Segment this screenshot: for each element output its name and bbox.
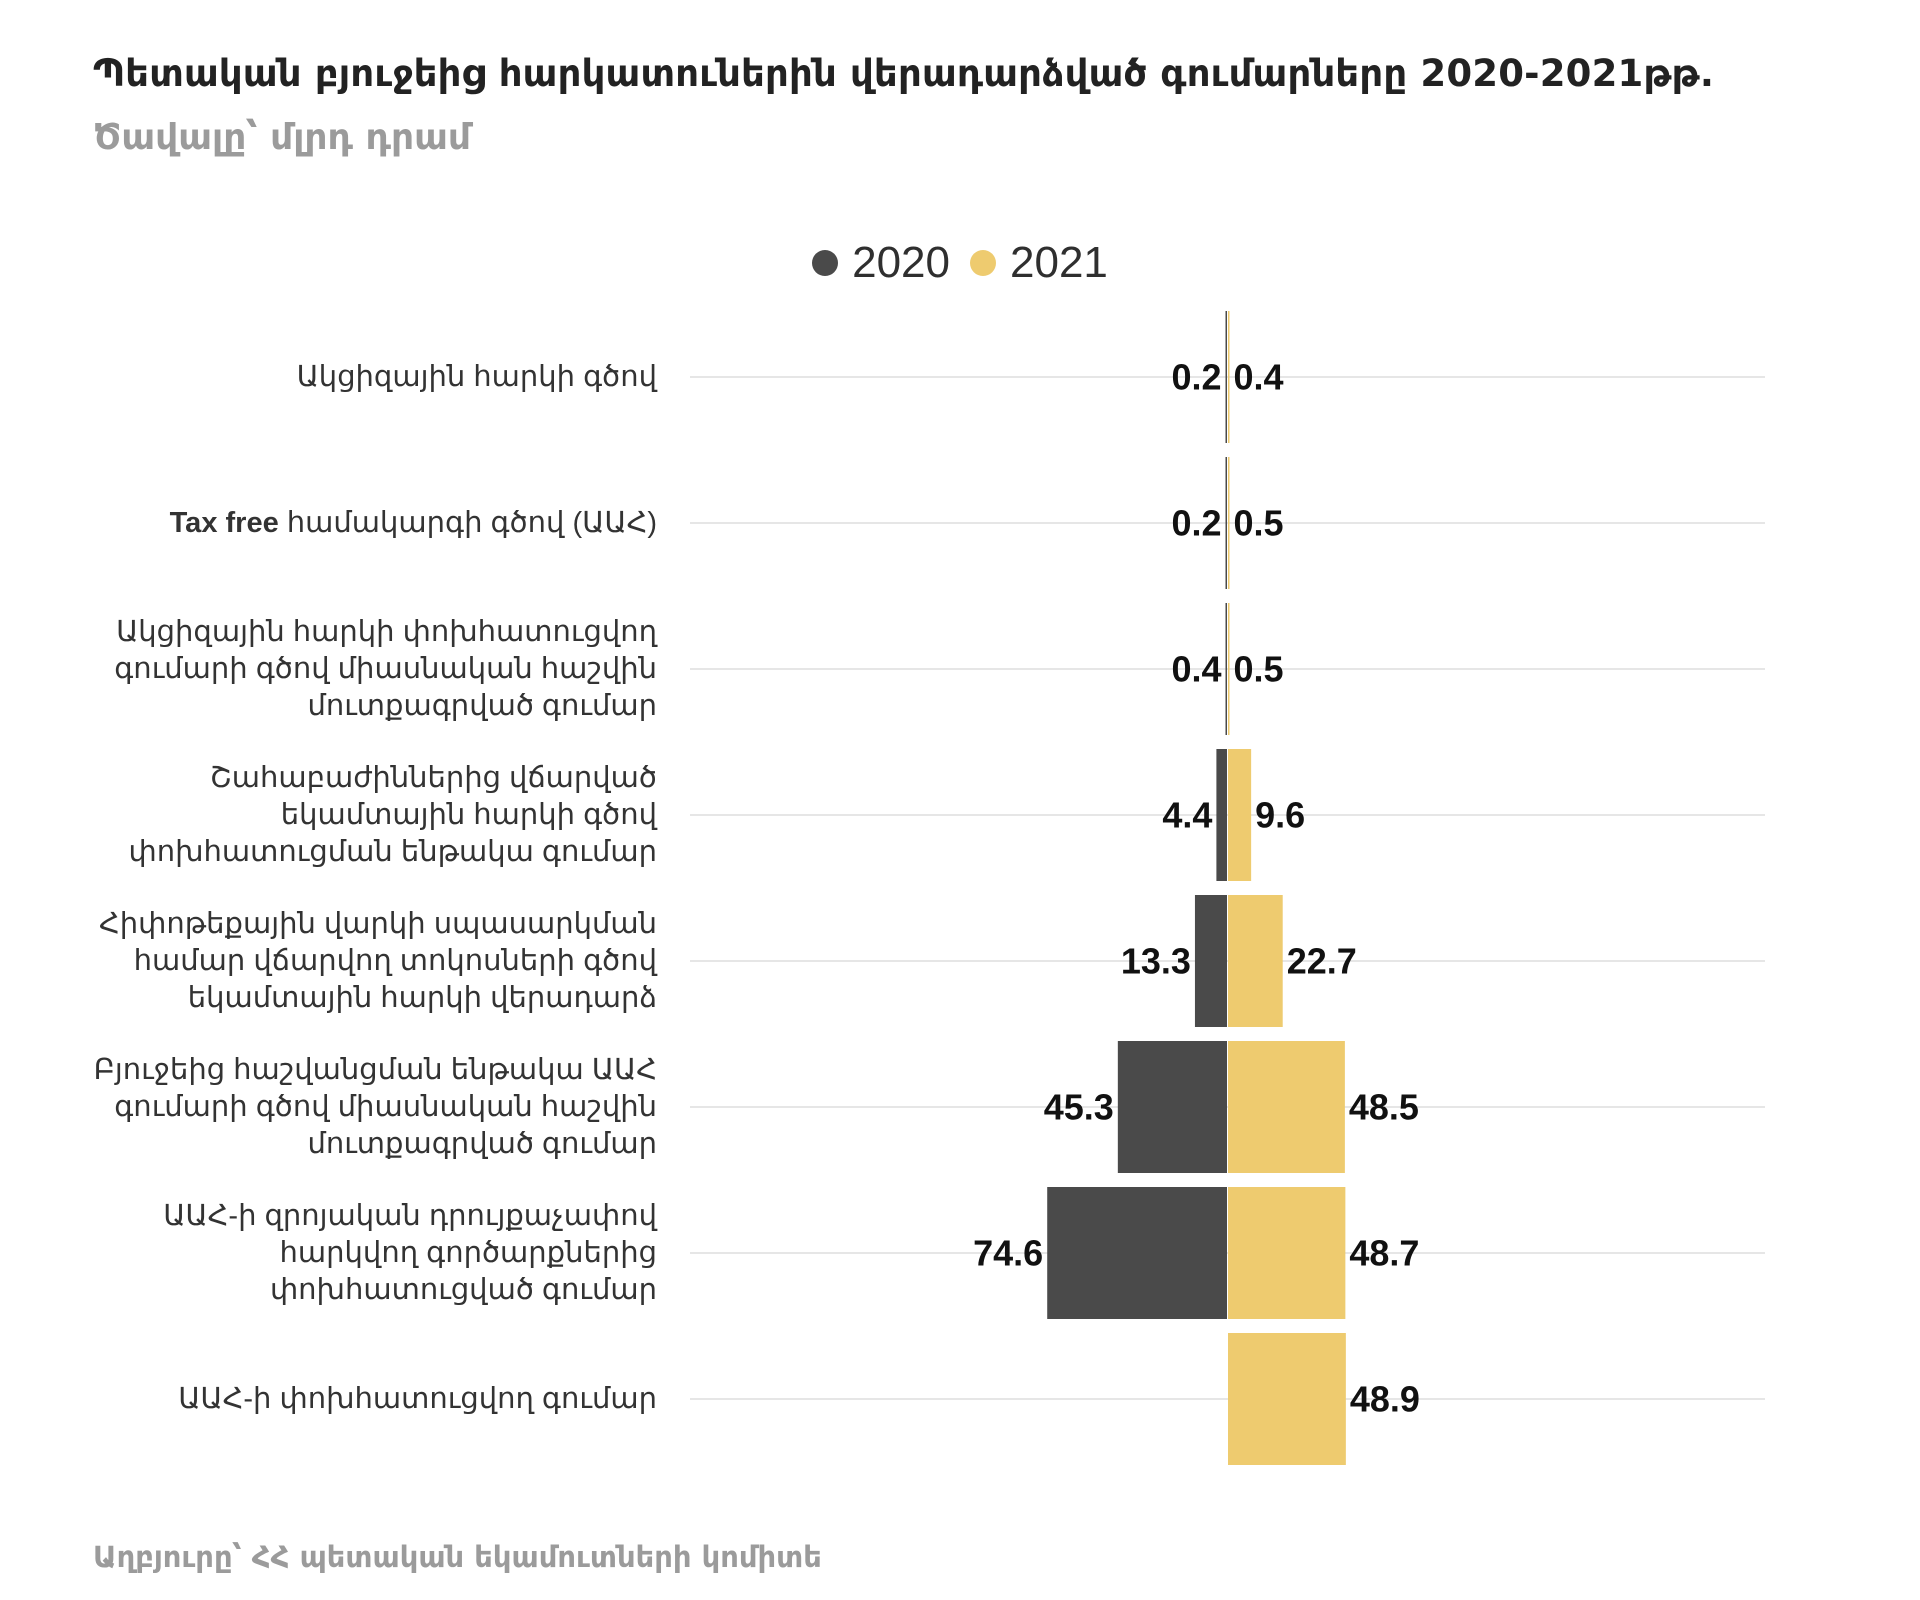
- legend-label-2021: 2021: [1010, 238, 1108, 287]
- value-label-2020: 45.3: [1044, 1087, 1114, 1128]
- category-label: ԱԱՀ-ի փոխհատուցվող գումար: [178, 1383, 657, 1415]
- value-label-2021: 9.6: [1255, 795, 1305, 836]
- category-label: Tax free համակարգի գծով (ԱԱՀ): [170, 507, 657, 539]
- value-label-2021: 0.4: [1234, 357, 1284, 398]
- bar-2021: [1228, 457, 1230, 589]
- value-label-2020: 13.3: [1121, 941, 1191, 982]
- bar-2021: [1228, 603, 1230, 735]
- value-label-2020: 74.6: [973, 1233, 1043, 1274]
- bar-2021: [1228, 749, 1252, 881]
- legend-item-2021: 2021: [970, 238, 1108, 288]
- category-label: մուտքագրված գումար: [307, 1128, 657, 1160]
- bar-2020: [1047, 1187, 1227, 1319]
- source-note: Աղբյուրը՝ ՀՀ պետական եկամուտների կոմիտե: [93, 1540, 822, 1574]
- value-label-2020: 0.4: [1171, 649, 1221, 690]
- category-label: հարկվող գործարքներից: [280, 1237, 657, 1269]
- bar-2020: [1225, 311, 1227, 443]
- category-label: փոխհատուցման ենթակա գումար: [129, 836, 658, 868]
- value-label-2021: 48.9: [1350, 1379, 1420, 1420]
- category-label: եկամտային հարկի գծով: [281, 799, 658, 831]
- value-label-2021: 48.5: [1349, 1087, 1419, 1128]
- legend-item-2020: 2020: [812, 238, 950, 288]
- bar-2020: [1225, 457, 1227, 589]
- category-label: մուտքագրված գումար: [307, 690, 657, 722]
- bar-2020: [1225, 603, 1227, 735]
- value-label-2021: 0.5: [1234, 649, 1284, 690]
- legend-label-2020: 2020: [852, 238, 950, 287]
- category-label: Ակցիզային հարկի գծով: [297, 361, 658, 393]
- category-label: համար վճարվող տոկոսների գծով: [134, 945, 658, 977]
- legend-dot-2020: [812, 250, 839, 276]
- value-label-2020: 0.2: [1171, 357, 1221, 398]
- value-label-2021: 22.7: [1287, 941, 1357, 982]
- category-label: Ակցիզային հարկի փոխհատուցվող: [116, 616, 658, 648]
- category-label: Հիփոթեքային վարկի սպասարկման: [99, 908, 657, 940]
- chart-title: Պետական բյուջեից հարկատուներին վերադարձվ…: [93, 52, 1715, 95]
- legend: 2020 2021: [0, 238, 1920, 288]
- bar-2020: [1117, 1041, 1227, 1173]
- category-label: գումարի գծով միասնական հաշվին: [114, 1091, 657, 1123]
- bar-2021: [1228, 1333, 1346, 1465]
- value-label-2020: 4.4: [1162, 795, 1212, 836]
- bar-2021: [1228, 895, 1283, 1027]
- category-label: Շահաբաժիններից վճարված: [210, 762, 657, 794]
- category-label: փոխհատուցված գումար: [270, 1274, 657, 1306]
- chart-subtitle: Ծավալը՝ մլրդ դրամ: [93, 117, 472, 158]
- value-label-2020: 0.2: [1171, 503, 1221, 544]
- category-label: եկամտային հարկի վերադարձ: [188, 982, 657, 1014]
- value-label-2021: 48.7: [1349, 1233, 1419, 1274]
- legend-dot-2021: [970, 250, 996, 276]
- bar-2020: [1194, 895, 1227, 1027]
- category-label: Բյուջեից հաշվանցման ենթակա ԱԱՀ: [94, 1054, 657, 1086]
- bar-2021: [1228, 311, 1230, 443]
- value-label-2021: 0.5: [1234, 503, 1284, 544]
- category-label: գումարի գծով միասնական հաշվին: [114, 653, 657, 685]
- bar-2021: [1228, 1187, 1346, 1319]
- category-label: ԱԱՀ-ի զրոյական դրույքաչափով: [163, 1200, 657, 1232]
- bar-2021: [1228, 1041, 1345, 1173]
- bar-2020: [1216, 749, 1227, 881]
